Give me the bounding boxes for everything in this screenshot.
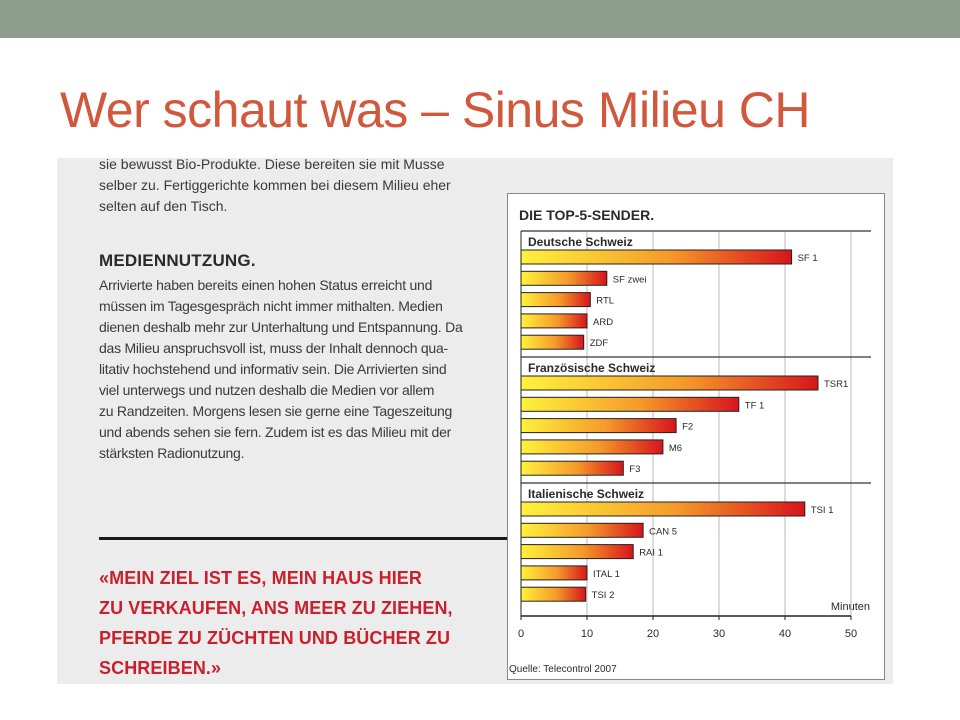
bar xyxy=(520,396,740,412)
bar xyxy=(520,375,819,391)
bar-label: F3 xyxy=(629,464,640,475)
bar-label: TSR1 xyxy=(824,379,848,390)
group-label: Französische Schweiz xyxy=(528,361,655,375)
scanned-article: sie bewusst Bio-Produkte. Diese bereiten… xyxy=(57,158,893,684)
bar-label: ZDF xyxy=(590,338,609,349)
x-tick-label: 50 xyxy=(845,628,857,640)
group-label: Italienische Schweiz xyxy=(528,487,644,501)
bar xyxy=(520,439,664,455)
chart-title: DIE TOP-5-SENDER. xyxy=(519,207,654,223)
bar-label: TSI 1 xyxy=(811,505,834,516)
bar xyxy=(520,334,585,350)
top-band xyxy=(0,0,960,38)
bar xyxy=(520,270,608,286)
bar-label: RTL xyxy=(596,296,614,307)
bar-chart: DIE TOP-5-SENDER. Minuten Quelle: Teleco… xyxy=(509,207,871,675)
bar xyxy=(520,418,677,434)
bar-label: ARD xyxy=(593,317,613,328)
bar-label: SF zwei xyxy=(613,274,647,285)
bar xyxy=(520,460,624,476)
slide-title: Wer schaut was – Sinus Milieu CH xyxy=(60,82,811,138)
bar xyxy=(520,586,587,602)
bar-label: TF 1 xyxy=(745,400,765,411)
bar-label: TSI 2 xyxy=(592,590,615,601)
bar-label: SF 1 xyxy=(798,253,818,264)
x-tick-label: 0 xyxy=(518,628,524,640)
article-intro: sie bewusst Bio-Produkte. Diese bereiten… xyxy=(99,158,451,214)
bar xyxy=(520,313,588,329)
x-tick-label: 10 xyxy=(581,628,593,640)
section-heading: MEDIENNUTZUNG. xyxy=(99,251,256,270)
x-axis-label: Minuten xyxy=(831,601,870,613)
x-tick-label: 30 xyxy=(713,628,725,640)
bar-label: F2 xyxy=(682,422,693,433)
bar-label: RAI 1 xyxy=(639,548,663,559)
bar-label: CAN 5 xyxy=(649,526,677,537)
chart-box: DIE TOP-5-SENDER. Minuten Quelle: Teleco… xyxy=(507,193,885,680)
x-tick-label: 40 xyxy=(779,628,791,640)
bar-label: M6 xyxy=(669,443,682,454)
group-label: Deutsche Schweiz xyxy=(528,235,633,249)
bar xyxy=(520,249,793,265)
bar xyxy=(520,565,588,581)
bar xyxy=(520,522,644,538)
article-body: Arrivierte haben bereits einen hohen Sta… xyxy=(99,277,463,461)
bar-label: ITAL 1 xyxy=(593,569,620,580)
chart-source: Quelle: Telecontrol 2007 xyxy=(509,664,617,675)
divider xyxy=(99,537,515,540)
bar xyxy=(520,292,591,308)
bar xyxy=(520,501,806,517)
article-quote: «MEIN ZIEL IST ES, MEIN HAUS HIER ZU VER… xyxy=(99,568,453,678)
x-tick-label: 20 xyxy=(647,628,659,640)
bar xyxy=(520,544,634,560)
